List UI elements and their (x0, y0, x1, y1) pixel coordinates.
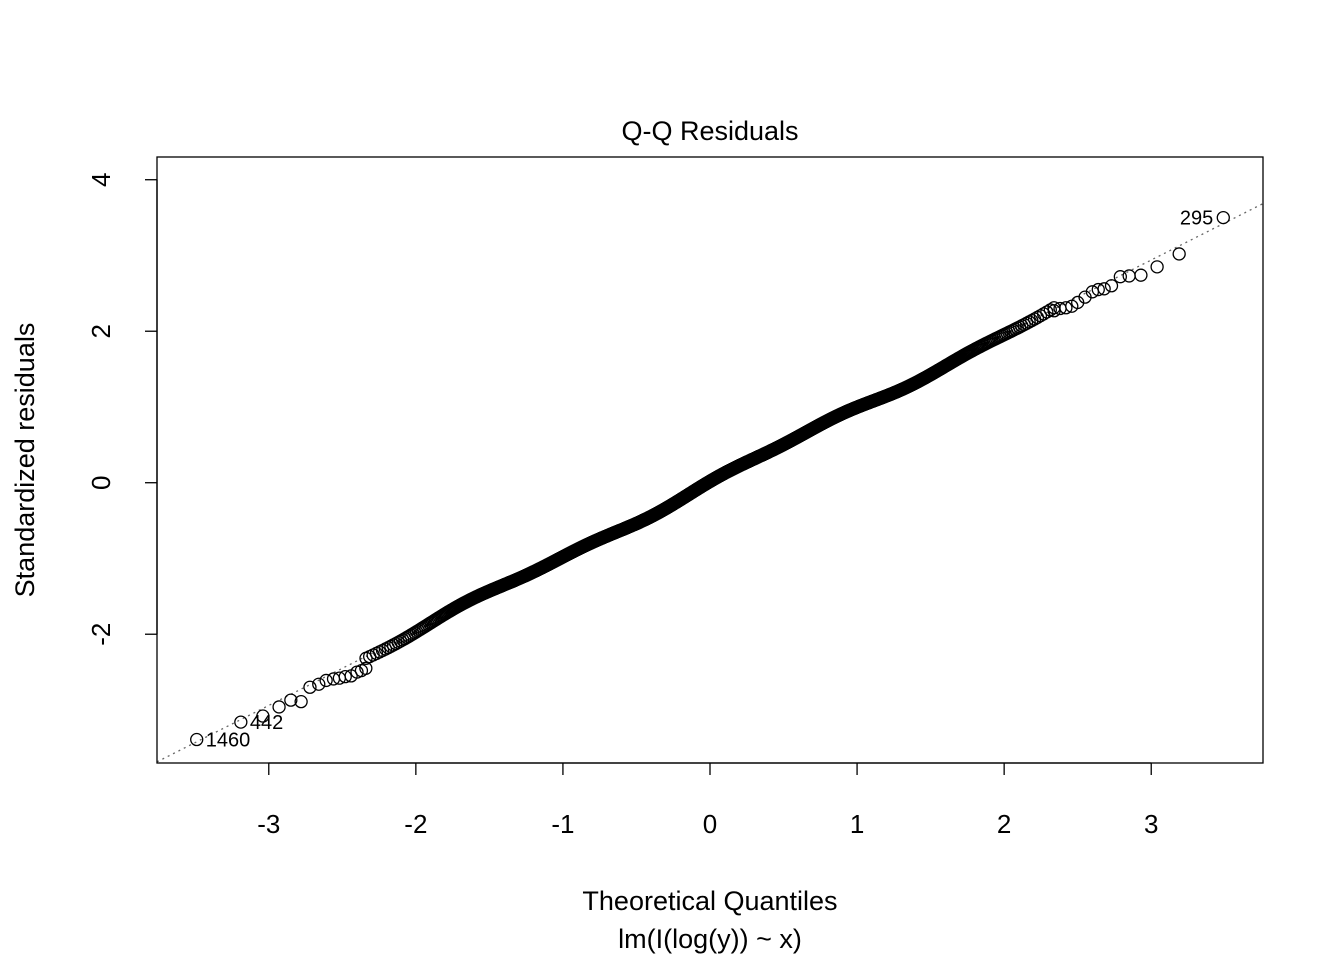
x-tick-label: -3 (257, 809, 280, 839)
x-axis: -3 -2 -1 0 1 2 3 (257, 762, 1158, 839)
data-point (1172, 247, 1186, 261)
data-point (338, 669, 352, 684)
x-axis-subtitle: lm(I(log(y)) ~ x) (618, 924, 802, 954)
data-point (1040, 305, 1054, 319)
x-tick-label: 3 (1144, 809, 1158, 839)
y-tick-label: 2 (86, 324, 116, 338)
point-label: 442 (250, 712, 283, 734)
data-point (234, 715, 248, 729)
data-point (303, 680, 317, 694)
data-point (1113, 270, 1127, 284)
y-axis-title: Standardized residuals (10, 323, 40, 598)
chart-title: Q-Q Residuals (621, 116, 798, 146)
data-point (1134, 268, 1148, 282)
data-point (359, 661, 373, 675)
y-tick-label: 4 (86, 172, 116, 186)
data-point (1097, 282, 1111, 296)
x-tick-label: 0 (703, 809, 717, 839)
data-point (190, 732, 204, 747)
plot-frame (156, 156, 1264, 764)
x-tick-label: -1 (551, 809, 574, 839)
x-tick-label: -2 (404, 809, 427, 839)
data-point (284, 693, 298, 707)
data-point (1033, 309, 1048, 323)
data-point (1091, 282, 1105, 297)
data-point (294, 694, 308, 709)
data-point (312, 677, 326, 691)
data-point (1216, 210, 1230, 225)
data-point (272, 700, 286, 714)
x-tick-label: 1 (850, 809, 864, 839)
y-axis: -2 0 2 4 (86, 172, 158, 646)
data-point (1150, 260, 1164, 274)
data-point (1059, 301, 1073, 315)
x-axis-title: Theoretical Quantiles (582, 886, 837, 916)
x-tick-label: 2 (997, 809, 1011, 839)
data-point (319, 673, 333, 688)
point-label: 295 (1180, 208, 1213, 230)
y-tick-label: -2 (86, 623, 116, 646)
data-point (1104, 279, 1119, 293)
point-label: 1460 (206, 730, 251, 752)
data-point (256, 709, 270, 723)
y-tick-label: 0 (86, 475, 116, 489)
data-point (1122, 269, 1136, 283)
